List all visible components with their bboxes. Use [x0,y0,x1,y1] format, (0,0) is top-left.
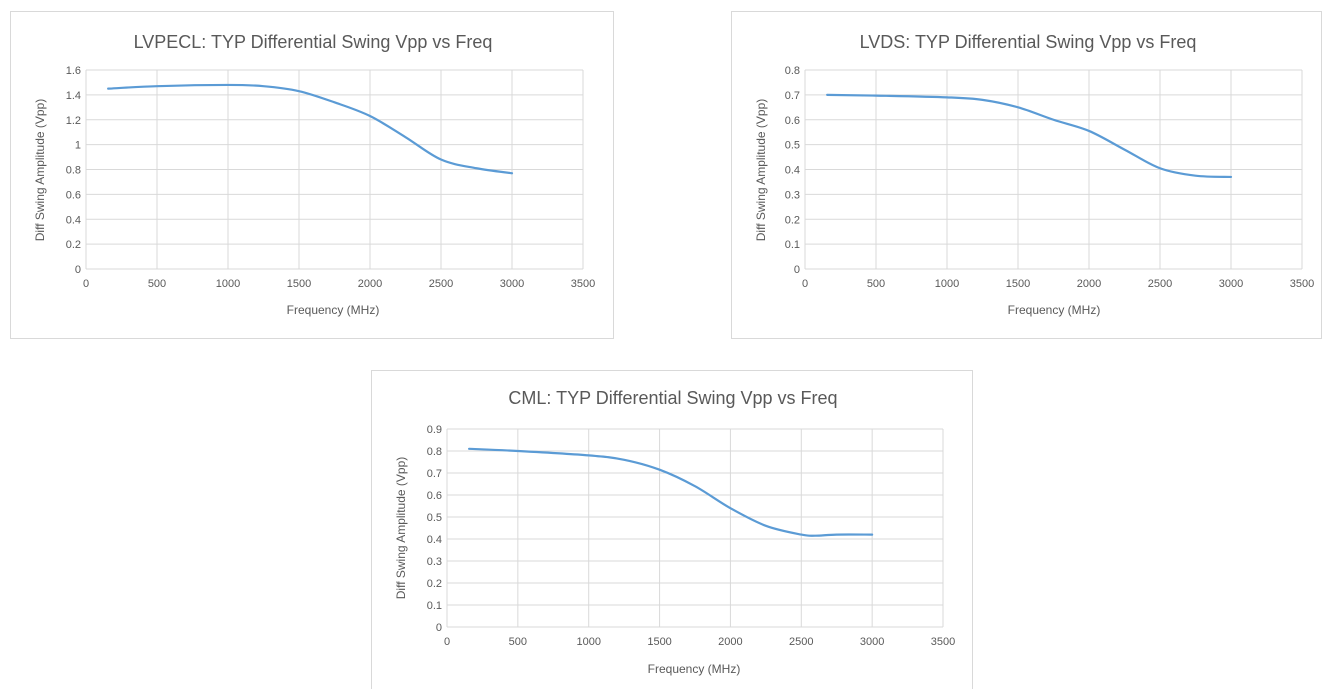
x-tick-label: 0 [83,278,89,290]
x-tick-label: 3500 [931,636,955,648]
y-axis-label: Diff Swing Amplitude (Vpp) [33,99,47,242]
x-tick-label: 2000 [718,636,742,648]
x-tick-label: 1000 [935,278,959,290]
x-tick-label: 2500 [1148,278,1172,290]
plot-area: 0 0.1 0.2 0.3 0.4 0.5 0.6 0.7 0.8 0 500 1000 1500 200… [785,65,1315,290]
lvds-chart: LVDS: TYP Differential Swing Vpp vs Freq… [754,32,1315,317]
series-line [468,447,874,537]
y-tick-label: 0.3 [427,556,442,568]
y-tick-label: 0.9 [427,424,442,436]
y-tick-label: 0.3 [785,189,800,201]
x-tick-label: 2500 [429,278,453,290]
y-tick-label: 0 [75,264,81,276]
x-axis-label: Frequency (MHz) [287,303,380,317]
y-tick-label: 0.4 [785,165,800,177]
y-axis-label: Diff Swing Amplitude (Vpp) [754,99,768,242]
x-tick-label: 3000 [1219,278,1243,290]
series-line [826,93,1233,179]
y-tick-label: 0.8 [785,65,800,77]
y-tick-label: 0.4 [66,214,81,226]
plot-area: 0 0.1 0.2 0.3 0.4 0.5 0.6 0.7 0.8 0.9 0 500 1000 1500… [427,424,956,648]
x-tick-label: 1000 [576,636,600,648]
y-tick-label: 0.8 [66,165,81,177]
chart-title: LVDS: TYP Differential Swing Vpp vs Freq [860,32,1197,52]
y-tick-label: 0.6 [66,189,81,201]
y-tick-label: 0.7 [427,468,442,480]
x-tick-label: 3500 [571,278,595,290]
y-tick-label: 0.5 [427,512,442,524]
lvpecl-chart-panel: LVPECL: TYP Differential Swing Vpp vs Fr… [10,11,614,339]
y-tick-label: 0.2 [66,239,81,251]
x-axis-label: Frequency (MHz) [1008,303,1101,317]
x-tick-label: 500 [509,636,527,648]
y-tick-label: 0.6 [427,490,442,502]
x-tick-label: 0 [802,278,808,290]
y-tick-label: 0.2 [785,214,800,226]
y-tick-label: 0.2 [427,578,442,590]
lvds-chart-panel: LVDS: TYP Differential Swing Vpp vs Freq… [731,11,1322,339]
chart-title: CML: TYP Differential Swing Vpp vs Freq [508,388,837,408]
x-axis-label: Frequency (MHz) [648,662,741,676]
x-tick-label: 2000 [1077,278,1101,290]
y-tick-label: 0.8 [427,446,442,458]
y-tick-label: 1.2 [66,115,81,127]
y-tick-label: 1.4 [66,90,81,102]
y-tick-label: 0.4 [427,534,442,546]
x-tick-label: 2500 [789,636,813,648]
x-tick-label: 2000 [358,278,382,290]
x-tick-label: 1500 [287,278,311,290]
cml-chart-panel: CML: TYP Differential Swing Vpp vs Freq … [371,370,973,689]
chart-title: LVPECL: TYP Differential Swing Vpp vs Fr… [134,32,493,52]
lvpecl-chart: LVPECL: TYP Differential Swing Vpp vs Fr… [33,32,596,317]
y-tick-label: 1.6 [66,65,81,77]
cml-chart: CML: TYP Differential Swing Vpp vs Freq … [394,388,956,676]
y-tick-label: 0 [794,264,800,276]
y-tick-label: 0.7 [785,90,800,102]
plot-area: 0 0.2 0.4 0.6 0.8 1 1.2 1.4 1.6 0 500 1000 1500 2000 2… [66,65,596,290]
y-tick-label: 1 [75,140,81,152]
y-tick-label: 0.1 [785,239,800,251]
x-tick-label: 3500 [1290,278,1314,290]
y-axis-label: Diff Swing Amplitude (Vpp) [394,457,408,600]
y-tick-label: 0.5 [785,140,800,152]
x-tick-label: 0 [444,636,450,648]
y-tick-label: 0 [436,622,442,634]
x-tick-label: 1500 [647,636,671,648]
x-tick-label: 3000 [860,636,884,648]
x-tick-label: 1000 [216,278,240,290]
x-tick-label: 1500 [1006,278,1030,290]
series-line [107,83,514,175]
y-tick-label: 0.6 [785,115,800,127]
y-tick-label: 0.1 [427,600,442,612]
x-tick-label: 3000 [500,278,524,290]
x-tick-label: 500 [867,278,885,290]
x-tick-label: 500 [148,278,166,290]
